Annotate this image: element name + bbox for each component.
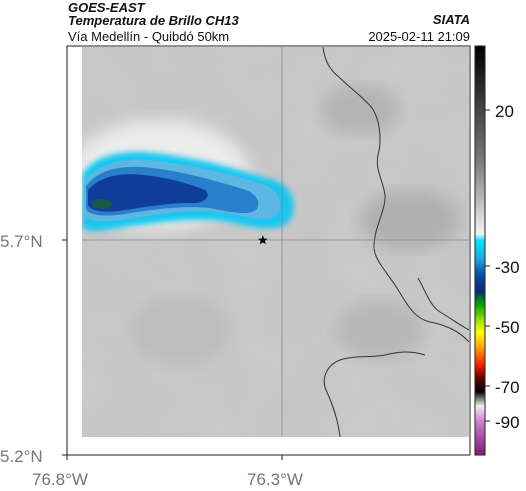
lat-tick-label: 5.2°N (0, 447, 43, 466)
cold-cloud-band (82, 151, 294, 231)
lon-tick-label: 76.3°W (247, 470, 303, 489)
colorbar-tick-label: -30 (495, 258, 520, 277)
organization-label: SIATA (432, 12, 470, 27)
map-raster (82, 47, 469, 437)
timestamp-label: 2025-02-11 21:09 (368, 29, 470, 44)
colorbar: 20 -30 -50 -70 -90 (474, 45, 520, 456)
lon-tick-label: 76.8°W (32, 470, 88, 489)
location-label: Vía Medellín - Quibdó 50km (68, 29, 230, 44)
admin-border-line (322, 47, 469, 343)
lat-tick-label: 5.7°N (0, 232, 43, 251)
colorbar-tick-label: -70 (495, 378, 520, 397)
map-subtitle: Temperatura de Brillo CH13 (68, 13, 239, 28)
star-icon (258, 235, 268, 245)
map-title: GOES-EAST (68, 0, 145, 15)
river-line (323, 351, 426, 437)
colorbar-tick-label: -90 (495, 413, 520, 432)
colorbar-tick-label: -50 (495, 318, 520, 337)
colorbar-tick-label: 20 (495, 102, 514, 121)
